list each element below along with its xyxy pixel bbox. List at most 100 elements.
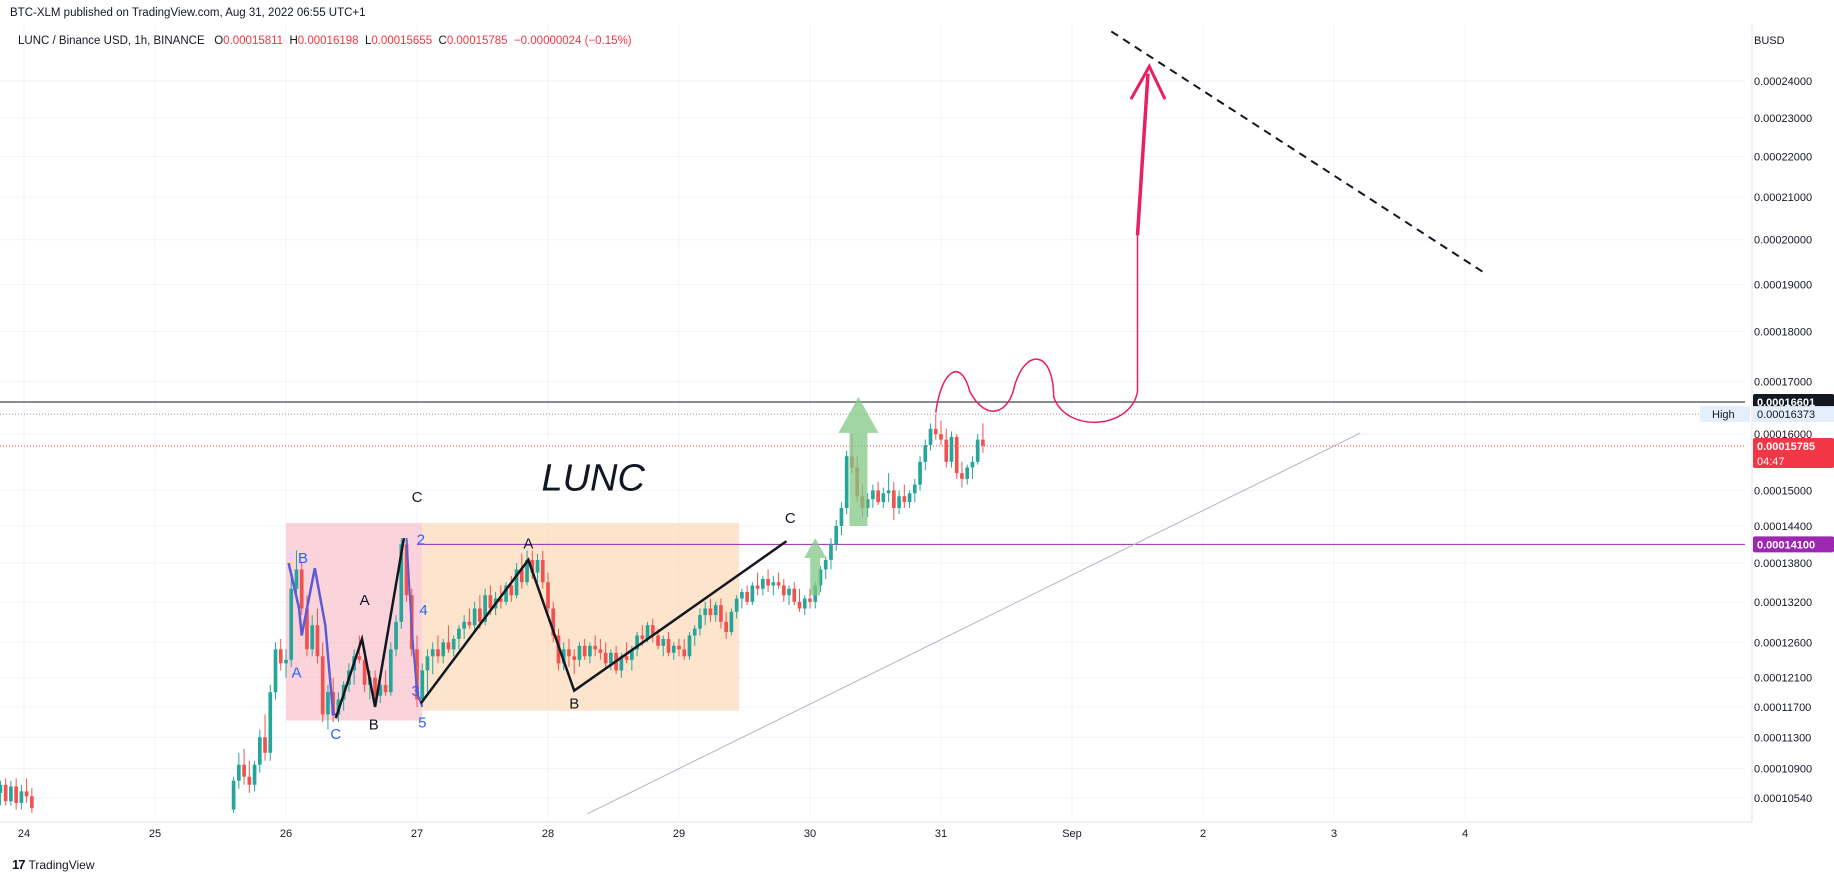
time-tick-label: 31 (935, 828, 947, 840)
candle-body (540, 559, 545, 583)
projection-arrow-head (1129, 63, 1167, 100)
candle-body (766, 579, 770, 586)
candle-body (687, 635, 692, 657)
candle-body (499, 598, 503, 602)
candle-body (907, 493, 912, 503)
price-tick-label: 0.00010900 (1754, 764, 1812, 776)
candle-body (0, 784, 3, 793)
candle-body (588, 645, 592, 657)
candle-body (603, 652, 608, 664)
candle-body (724, 621, 728, 633)
time-tick-label: 26 (280, 828, 292, 840)
candle-body (567, 649, 571, 657)
candle-body (420, 670, 425, 700)
open-value: 0.00015811 (223, 35, 284, 47)
candle-body (981, 439, 985, 446)
candle-body (310, 625, 315, 650)
candle-body (797, 601, 802, 609)
candle-body (949, 436, 954, 462)
candle-body (284, 659, 288, 664)
candle-body (19, 791, 24, 803)
candle-body (713, 605, 718, 616)
candle-body (404, 544, 409, 596)
candle-body (902, 496, 907, 503)
candle-body (299, 569, 304, 609)
wave-label: C (330, 726, 341, 743)
candle-body (933, 428, 938, 435)
last-price-tag: 0.00015785 (1757, 441, 1815, 453)
candle-body (305, 608, 309, 650)
price-tick-label: 0.00010540 (1754, 793, 1812, 805)
candle-body (231, 780, 236, 810)
price-tick-label: 0.00019000 (1754, 279, 1812, 291)
candle-body (451, 638, 456, 650)
candle-body (892, 490, 896, 509)
brand-name: TradingView (28, 857, 95, 872)
candle-body (478, 608, 482, 622)
price-tick-label: 0.00022000 (1754, 152, 1812, 164)
blue-wave-line (287, 562, 339, 716)
candle-body (519, 569, 524, 583)
price-axis[interactable]: BUSD 0.00024000 0.00023000 0.00022000 0.0002… (1700, 24, 1834, 822)
candle-body (740, 591, 744, 599)
last-price-tag-countdown: 04:47 (1757, 456, 1785, 468)
candle-body (656, 635, 660, 646)
candle-body (708, 608, 713, 616)
symbol-name[interactable]: LUNC / Binance USD, 1h, BINANCE (18, 35, 205, 47)
candle-body (525, 559, 529, 583)
chart-title-lunc: LUNC (541, 457, 645, 499)
candle-body (734, 598, 739, 612)
candle-body (257, 737, 262, 765)
candle-body (792, 588, 797, 602)
candle-body (650, 625, 655, 636)
price-tick-label: 0.00012100 (1754, 673, 1812, 685)
open-label: O (214, 35, 224, 47)
candle-body (598, 649, 603, 653)
support-price-tag: 0.00014100 (1757, 539, 1815, 551)
candle-body (415, 649, 419, 700)
candle-body (802, 598, 807, 609)
candle-body (912, 484, 917, 494)
candle-body (294, 569, 299, 589)
candle-body (263, 737, 267, 753)
candle-body (630, 649, 634, 660)
blue-subwave-line (405, 538, 424, 708)
time-tick-label: Sep (1062, 828, 1082, 840)
candle-body (504, 585, 508, 602)
candle-body (242, 764, 246, 777)
candle-body (320, 656, 325, 715)
candle-body (787, 588, 791, 596)
candle-body (561, 649, 566, 664)
candle-body (703, 608, 708, 616)
time-tick-label: 27 (411, 828, 423, 840)
candle-body (551, 608, 556, 636)
candle-body (661, 638, 666, 646)
support-price-tag-bg (1753, 536, 1834, 553)
price-tick-label: 0.00021000 (1754, 192, 1812, 204)
symbol-legend: LUNC / Binance USD, 1h, BINANCE O0.00015… (18, 35, 632, 47)
price-tick-label: 0.00024000 (1754, 76, 1812, 88)
projection-path (935, 235, 1139, 423)
candle-body (378, 684, 383, 696)
tradingview-brand[interactable]: 17 TradingView (12, 857, 95, 872)
time-axis[interactable]: 24 25 26 27 28 29 30 31 Sep 2 3 4 (0, 821, 1752, 840)
candle-body (488, 595, 493, 609)
candle-body (514, 569, 519, 596)
candle-body (315, 625, 320, 657)
candle-body (923, 445, 928, 462)
candle-body (761, 579, 765, 589)
candle-body (682, 649, 687, 657)
candle-body (960, 473, 964, 479)
candle-body (640, 635, 645, 639)
sub-wave-label: 3 (412, 683, 420, 700)
candle-body (430, 649, 435, 657)
low-label: L (364, 35, 372, 47)
candle-body (394, 621, 398, 650)
candle-body (425, 656, 430, 671)
wave-label: B (569, 695, 579, 712)
resistance-price-tag: 0.00016601 (1757, 397, 1815, 409)
high-price-tag: 0.00016373 (1757, 409, 1815, 421)
candle-body (750, 585, 755, 602)
wave-label: C (412, 489, 423, 506)
